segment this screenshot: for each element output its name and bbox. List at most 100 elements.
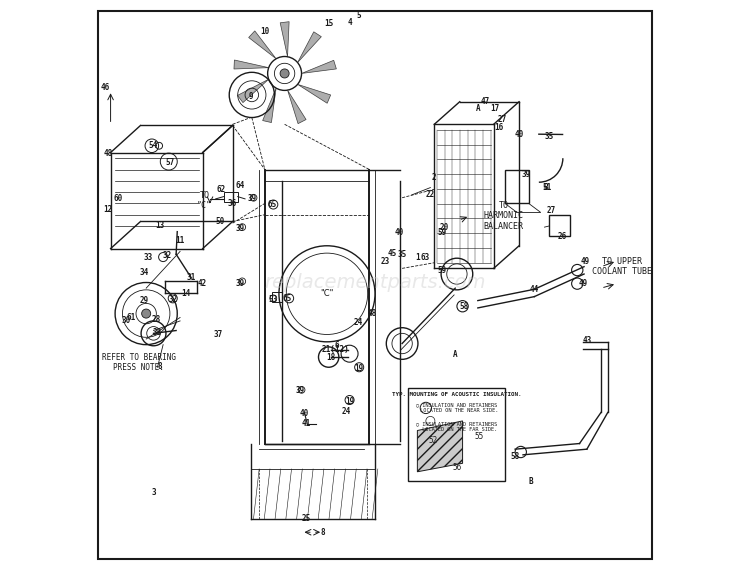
- Text: 42: 42: [198, 279, 207, 288]
- Text: 20: 20: [440, 223, 448, 232]
- Text: 22: 22: [426, 190, 435, 199]
- Bar: [272, 292, 282, 302]
- Text: B: B: [528, 477, 532, 486]
- Text: 31: 31: [187, 273, 196, 282]
- Text: 40: 40: [514, 130, 523, 139]
- Text: 39: 39: [248, 194, 256, 203]
- Text: 35: 35: [398, 250, 406, 259]
- Text: 36: 36: [228, 199, 237, 208]
- Text: 17: 17: [490, 104, 500, 113]
- Bar: [408, 388, 505, 481]
- Polygon shape: [298, 32, 321, 63]
- Text: 35: 35: [544, 132, 554, 141]
- Text: 64: 64: [236, 181, 245, 190]
- Text: 43: 43: [582, 336, 592, 345]
- Text: 52: 52: [428, 436, 437, 445]
- Text: replacementparts.com: replacementparts.com: [264, 273, 486, 292]
- Text: 14: 14: [181, 289, 190, 298]
- Text: 51: 51: [543, 183, 552, 192]
- Text: 50: 50: [215, 217, 224, 226]
- Text: A: A: [453, 350, 458, 359]
- Text: 40: 40: [300, 409, 309, 418]
- Text: 24: 24: [353, 318, 363, 327]
- Text: 59: 59: [437, 228, 446, 237]
- Text: 49: 49: [580, 257, 590, 266]
- Text: 33: 33: [143, 253, 152, 262]
- Text: 19: 19: [355, 364, 364, 373]
- Text: 30: 30: [122, 316, 131, 325]
- Text: 39: 39: [236, 279, 245, 288]
- Text: 48: 48: [104, 149, 113, 158]
- Text: 54: 54: [149, 141, 158, 150]
- Text: 28: 28: [152, 315, 160, 324]
- Circle shape: [280, 69, 289, 78]
- Text: 9: 9: [248, 92, 253, 101]
- Bar: [224, 192, 238, 202]
- Text: 39: 39: [236, 224, 245, 233]
- Text: ○ INSULATION AND RETAINERS
  LOCATED ON THE NEAR SIDE.: ○ INSULATION AND RETAINERS LOCATED ON TH…: [414, 402, 499, 414]
- Text: 24: 24: [342, 407, 351, 416]
- Text: 38: 38: [153, 328, 162, 337]
- Text: 39: 39: [522, 170, 531, 179]
- Text: 62: 62: [217, 185, 226, 194]
- Bar: [505, 170, 529, 203]
- Text: TO
"C": TO "C": [196, 191, 211, 210]
- Polygon shape: [280, 21, 290, 56]
- Polygon shape: [238, 79, 268, 103]
- Text: 15: 15: [324, 19, 333, 28]
- Text: 5: 5: [357, 11, 362, 20]
- Text: 49: 49: [578, 279, 587, 288]
- Circle shape: [142, 309, 151, 318]
- Text: 27: 27: [497, 115, 507, 124]
- Text: 1: 1: [415, 253, 420, 262]
- Text: 19: 19: [345, 397, 354, 406]
- Text: 40: 40: [394, 228, 404, 237]
- Text: 39: 39: [296, 386, 305, 396]
- Bar: [549, 215, 571, 236]
- Text: 26: 26: [558, 232, 567, 241]
- Polygon shape: [298, 84, 331, 103]
- Polygon shape: [302, 60, 337, 73]
- Polygon shape: [234, 60, 268, 69]
- Text: ○ INSULATION AND RETAINERS
  LOCATED ON THE FAR SIDE.: ○ INSULATION AND RETAINERS LOCATED ON TH…: [416, 421, 497, 432]
- Text: 23: 23: [380, 257, 390, 266]
- Text: 8: 8: [158, 362, 163, 371]
- Text: 10: 10: [260, 27, 269, 36]
- Text: 27: 27: [547, 206, 556, 215]
- Polygon shape: [249, 31, 276, 59]
- Text: 3: 3: [152, 488, 156, 497]
- Text: 47: 47: [481, 97, 490, 106]
- Text: 59: 59: [437, 266, 446, 275]
- Text: 48: 48: [368, 309, 376, 318]
- Text: 11: 11: [176, 236, 184, 245]
- Text: 44: 44: [530, 285, 539, 294]
- Text: 29: 29: [140, 296, 149, 305]
- Text: 32: 32: [168, 295, 177, 304]
- Polygon shape: [417, 421, 463, 472]
- Text: 46: 46: [100, 83, 109, 92]
- Polygon shape: [262, 88, 276, 123]
- Text: 13: 13: [156, 221, 165, 231]
- Text: 37: 37: [213, 330, 223, 339]
- Text: 8: 8: [321, 528, 326, 537]
- Text: 25: 25: [302, 514, 310, 523]
- Polygon shape: [287, 90, 306, 124]
- Text: 55: 55: [475, 432, 484, 441]
- Text: 41: 41: [302, 419, 310, 428]
- Text: A: A: [476, 104, 480, 113]
- Text: TO UPPER
COOLANT TUBE: TO UPPER COOLANT TUBE: [592, 257, 652, 276]
- Text: 18: 18: [326, 353, 335, 362]
- Text: 34: 34: [140, 268, 149, 277]
- Text: TYP. MOUNTING OF ACOUSTIC INSULATION.: TYP. MOUNTING OF ACOUSTIC INSULATION.: [392, 393, 521, 397]
- Text: 12: 12: [104, 205, 113, 214]
- Text: 63: 63: [420, 253, 429, 262]
- Text: 6: 6: [334, 341, 339, 350]
- Text: 61: 61: [126, 313, 136, 322]
- Text: 65: 65: [268, 200, 277, 209]
- Text: 56: 56: [452, 463, 461, 472]
- Text: "C": "C": [320, 289, 334, 298]
- Text: 58: 58: [460, 302, 469, 311]
- Text: 16: 16: [495, 123, 504, 132]
- Text: B: B: [543, 183, 548, 192]
- Text: 4: 4: [347, 18, 352, 27]
